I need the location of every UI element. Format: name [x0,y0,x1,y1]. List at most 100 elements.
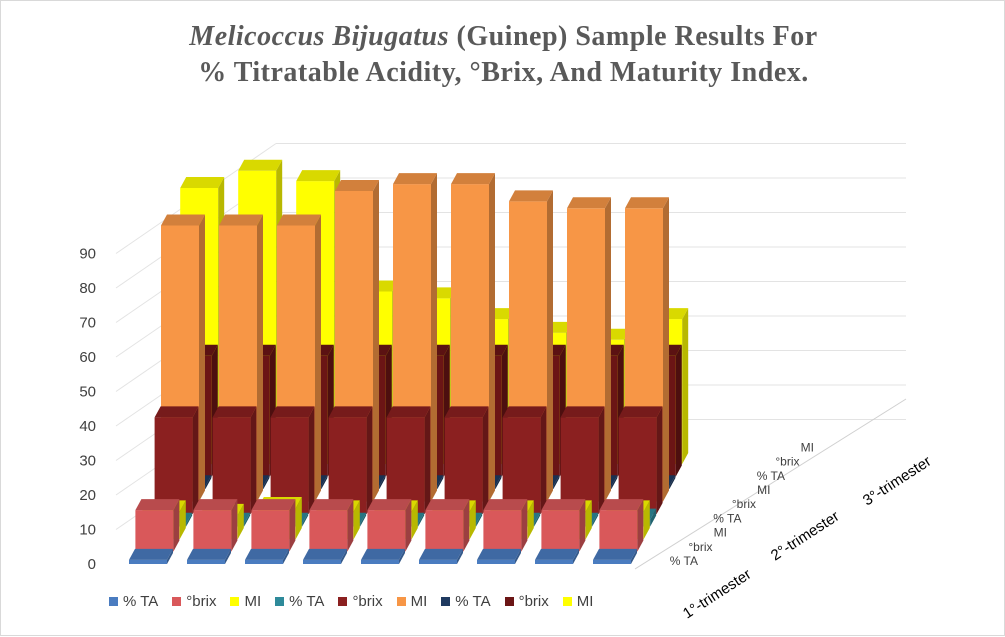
bar-top [509,190,553,202]
bar-top [270,406,315,418]
bar-top [277,214,321,226]
bar-side [295,496,302,539]
bar-side [573,548,579,564]
bar-side [663,197,669,502]
bar-top [502,406,547,418]
bar-brix-row1-sample6 [425,499,470,552]
bar-front [154,417,193,514]
bar-top [393,173,437,185]
bar-front [328,417,367,514]
legend-swatch [504,597,514,606]
legend-swatch [275,597,285,606]
bar-side [656,406,663,514]
bar-front [367,510,406,552]
depth-tick-label: °brix [775,455,799,469]
bar-side [373,180,379,502]
bar-top [309,499,354,511]
bar-side [476,512,483,527]
bar-top [135,499,180,511]
bar-side [540,406,547,514]
bar-brix-row1-sample8 [541,499,586,552]
bar-side [469,500,476,539]
bar-side [405,499,412,552]
bar-side [283,548,289,564]
bar-side [315,214,321,502]
bar-side [192,406,199,514]
bar-TA-row0-sample9 [593,548,637,564]
bar-top [129,548,173,560]
y-tick-label: 60 [79,349,96,366]
bar-top [238,159,283,171]
bar-top [425,499,470,511]
bar-front [599,510,638,552]
bar-top [477,548,521,560]
bar-top [328,406,373,418]
legend-label: °brix [352,593,383,610]
bar-front [129,559,167,564]
bar-brix-row4-sample1 [154,406,199,514]
bar-side [399,548,405,564]
bar-brix-row1-sample2 [193,499,238,552]
y-tick-label: 10 [79,522,96,539]
bar-side [205,475,212,489]
bar-side [527,500,534,539]
legend-label: MI [410,593,428,610]
bar-top [303,548,347,560]
depth-tick-label: % TA [757,469,785,483]
bar-side [360,512,367,527]
group-label: 2°-trimester [768,508,842,565]
bar-top [251,499,296,511]
bar-side [669,475,676,489]
bar-side [411,500,418,539]
bar-front [309,510,348,552]
bar-side [321,475,328,489]
legend-swatch [441,597,451,606]
bar-side [592,512,599,527]
bar-brix-row1-sample5 [367,499,412,552]
bar-TA-row0-sample1 [129,548,173,564]
depth-tick-label: % TA [670,554,698,568]
bar-top [193,499,238,511]
depth-tick-label: % TA [713,511,741,525]
bar-side [579,499,586,552]
y-tick-label: 40 [79,418,96,435]
bar-brix-row4-sample6 [444,406,489,514]
bar-brix-row1-sample1 [135,499,180,552]
chart-title-line2: % Titratable Acidity, °Brix, And Maturit… [198,57,809,88]
bar-front [303,559,341,564]
bar-side [489,173,495,502]
bar-brix-row4-sample8 [560,406,605,514]
bar-front [483,510,522,552]
legend-label: MI [576,593,594,610]
y-tick-label: 0 [88,556,96,573]
bar-top [599,499,644,511]
bar-side [186,512,193,527]
y-tick-label: 50 [79,384,96,401]
bar-top [219,214,263,226]
legend-item: % TA [275,593,324,610]
chart-title-rest: (Guinep) Sample Results For [449,21,818,52]
legend-item: MI [562,593,594,610]
legend-item: °brix [338,593,383,610]
bar-top [212,406,257,418]
bar-side [650,508,657,527]
bar-side [341,548,347,564]
bar-side [237,503,244,539]
bar-top [483,499,528,511]
bar-top [296,170,341,182]
bar-brix-row1-sample9 [599,499,644,552]
group-label: 1°-trimester [680,566,754,623]
bar-front [541,510,580,552]
bar-top [419,548,463,560]
bar-brix-row1-sample3 [251,499,296,552]
bar-side [675,344,682,477]
bar-side [437,475,444,489]
bar-side [631,548,637,564]
chart-title: Melicoccus Bijugatus (Guinep) Sample Res… [1,19,1005,91]
depth-tick-label: MI [801,440,814,454]
legend-swatch [338,597,348,606]
bar-top [335,180,379,191]
bar-side [167,548,173,564]
legend: % TA °brix MI % TA °brix MI % TA °brix MI [109,593,607,610]
